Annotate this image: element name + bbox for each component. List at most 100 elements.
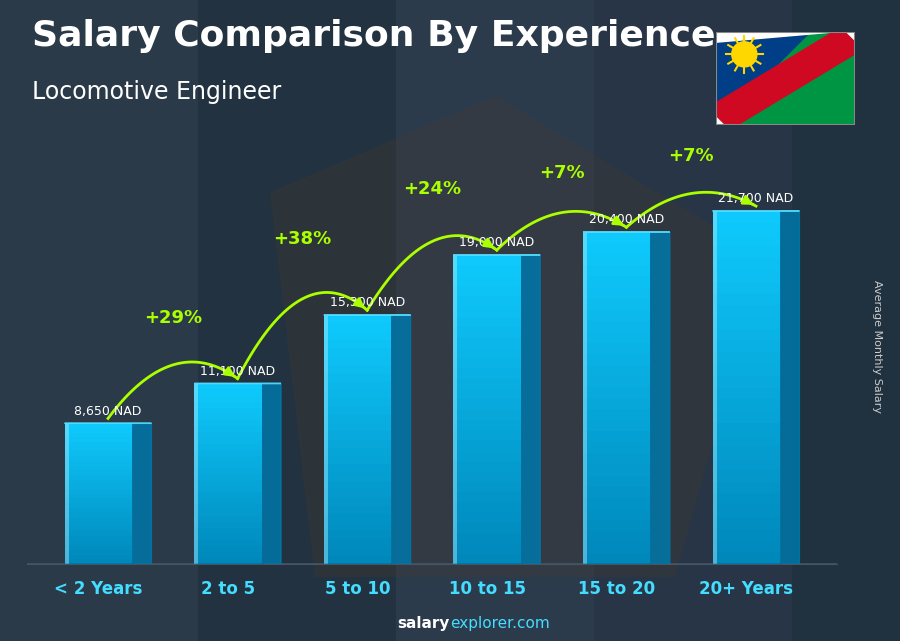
Bar — [454, 265, 521, 276]
Bar — [194, 546, 262, 552]
Bar — [583, 310, 651, 320]
Bar — [324, 398, 392, 406]
Bar — [583, 320, 651, 332]
Bar — [454, 471, 521, 481]
Bar — [194, 486, 262, 492]
Bar — [583, 254, 651, 265]
Bar — [583, 409, 651, 420]
Bar — [324, 465, 392, 473]
Bar — [194, 456, 262, 462]
Bar — [713, 494, 780, 505]
Bar — [324, 348, 392, 356]
Bar — [324, 381, 392, 390]
Bar — [583, 343, 651, 354]
Text: explorer.com: explorer.com — [450, 617, 550, 631]
Bar — [65, 508, 132, 512]
Bar — [324, 547, 392, 556]
Text: Average Monthly Salary: Average Monthly Salary — [872, 279, 883, 413]
Bar — [194, 431, 262, 438]
Bar — [713, 481, 780, 494]
Bar — [454, 286, 521, 296]
Bar — [324, 456, 392, 465]
Bar — [583, 542, 651, 553]
Bar — [194, 462, 262, 468]
Bar — [65, 517, 132, 522]
Bar — [324, 481, 392, 489]
Text: 11,100 NAD: 11,100 NAD — [200, 365, 275, 378]
Bar — [713, 423, 780, 435]
Bar — [454, 420, 521, 430]
Bar — [324, 514, 392, 522]
Bar — [454, 389, 521, 399]
Bar — [194, 450, 262, 456]
Bar — [583, 232, 587, 564]
Bar — [324, 390, 392, 398]
Bar — [713, 317, 780, 329]
Bar — [713, 270, 780, 281]
Text: +7%: +7% — [669, 147, 714, 165]
Bar — [454, 379, 521, 389]
Text: 15,300 NAD: 15,300 NAD — [329, 296, 405, 310]
Text: 20,400 NAD: 20,400 NAD — [589, 213, 664, 226]
Bar — [194, 492, 262, 498]
Bar — [583, 531, 651, 542]
Bar — [713, 399, 780, 411]
Bar — [583, 476, 651, 487]
Bar — [324, 415, 392, 423]
Bar — [454, 255, 521, 265]
Text: +7%: +7% — [539, 163, 584, 181]
Bar — [65, 479, 132, 485]
Bar — [65, 536, 132, 540]
Bar — [65, 526, 132, 531]
Bar — [583, 497, 651, 509]
Bar — [583, 553, 651, 564]
Bar — [454, 255, 457, 564]
Bar — [454, 461, 521, 471]
Bar — [194, 444, 262, 450]
Bar — [454, 399, 521, 410]
Polygon shape — [716, 32, 855, 125]
Polygon shape — [716, 32, 833, 42]
Polygon shape — [521, 255, 540, 564]
Bar — [713, 446, 780, 458]
Bar — [583, 287, 651, 299]
Bar — [713, 411, 780, 423]
Bar — [454, 410, 521, 420]
Text: 19,000 NAD: 19,000 NAD — [459, 237, 535, 249]
Bar — [454, 369, 521, 379]
Bar — [65, 475, 132, 479]
Bar — [583, 509, 651, 520]
Polygon shape — [780, 211, 799, 564]
Bar — [583, 453, 651, 465]
Bar — [65, 489, 132, 494]
Bar — [65, 465, 132, 470]
Bar — [324, 497, 392, 506]
Bar — [454, 544, 521, 554]
Polygon shape — [262, 383, 281, 564]
Bar — [324, 440, 392, 448]
Bar — [454, 317, 521, 327]
Bar — [324, 423, 392, 431]
Text: +38%: +38% — [274, 230, 331, 249]
Bar — [713, 235, 780, 246]
Bar — [713, 281, 780, 294]
Bar — [65, 428, 132, 433]
Text: +29%: +29% — [144, 308, 202, 326]
Bar — [65, 550, 132, 554]
Bar — [194, 395, 262, 401]
Bar — [713, 553, 780, 564]
Text: 8,650 NAD: 8,650 NAD — [75, 404, 141, 418]
Bar — [713, 340, 780, 352]
Bar — [324, 332, 392, 340]
Bar — [713, 246, 780, 258]
Bar — [713, 329, 780, 340]
Bar — [454, 554, 521, 564]
Bar — [454, 327, 521, 337]
Bar — [583, 376, 651, 387]
Bar — [713, 376, 780, 388]
Text: salary: salary — [398, 617, 450, 631]
Bar — [194, 552, 262, 558]
Bar — [65, 447, 132, 451]
Bar — [194, 408, 262, 413]
Text: Locomotive Engineer: Locomotive Engineer — [32, 80, 281, 104]
